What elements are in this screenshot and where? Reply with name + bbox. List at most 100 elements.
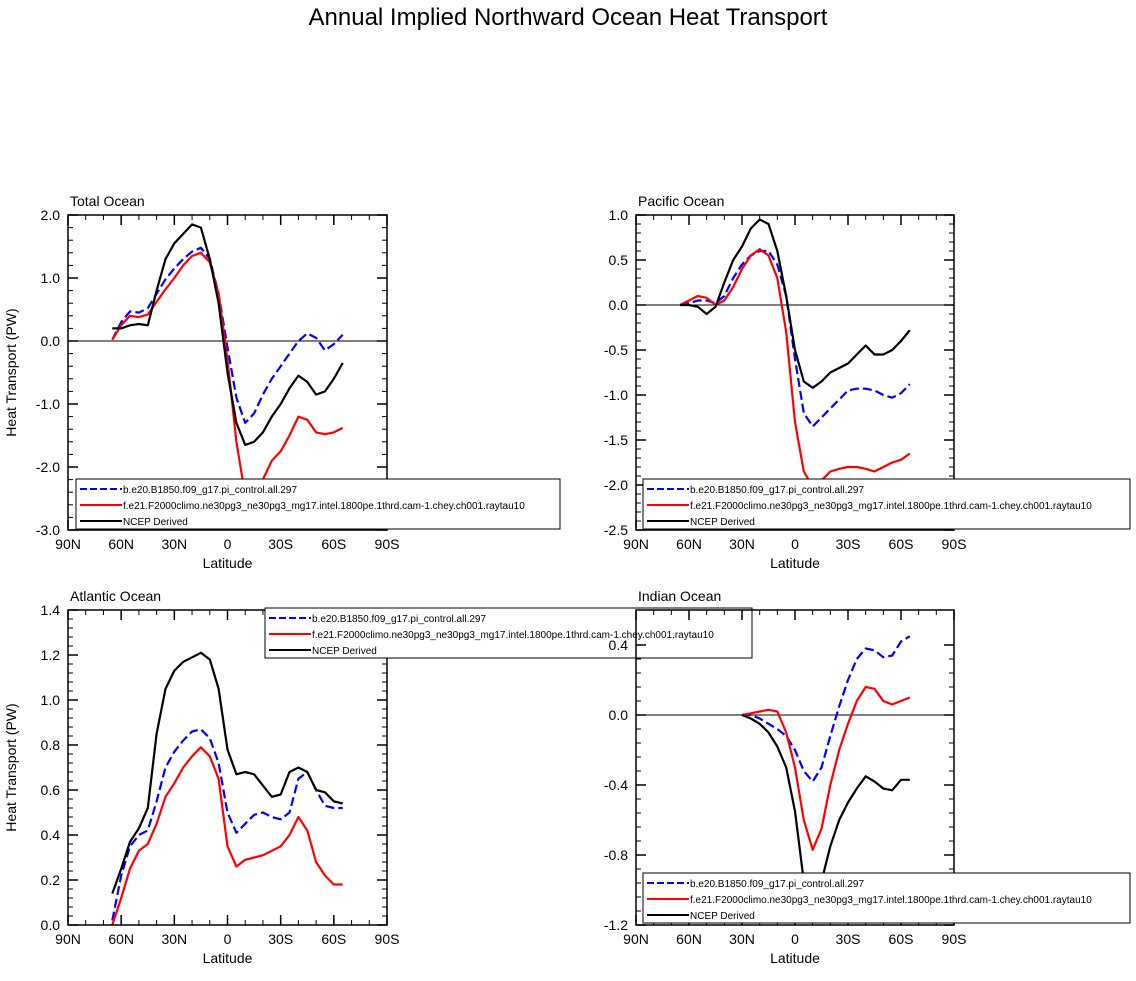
y-tick-label: -2.0 — [604, 477, 628, 493]
y-axis-label: Heat Transport (PW) — [3, 308, 19, 436]
legend-label: b.e20.B1850.f09_g17.pi_control.all.297 — [690, 485, 864, 496]
y-tick-label: -0.8 — [604, 847, 628, 863]
legend-label: f.e21.F2000climo.ne30pg3_ne30pg3_mg17.in… — [690, 501, 1092, 512]
y-tick-label: 0.0 — [41, 917, 61, 933]
y-tick-label: 0.4 — [41, 827, 61, 843]
series-line-1 — [742, 635, 911, 783]
y-tick-label: 1.2 — [41, 647, 61, 663]
legend-label: NCEP Derived — [690, 911, 755, 922]
series-line-1 — [679, 249, 911, 428]
plot-frame — [635, 609, 955, 926]
x-tick-label: 90S — [375, 931, 400, 947]
y-tick-label: -2.5 — [604, 522, 628, 538]
y-tick-label: 1.0 — [609, 207, 629, 223]
x-tick-label: 30S — [268, 536, 293, 552]
x-tick-label: 90N — [55, 536, 81, 552]
x-tick-label: 0 — [791, 536, 799, 552]
series-line-2 — [111, 746, 343, 926]
y-tick-label: -1.2 — [604, 917, 628, 933]
x-tick-label: 90N — [623, 931, 649, 947]
x-tick-label: 30N — [729, 536, 755, 552]
legend-label: f.e21.F2000climo.ne30pg3_ne30pg3_mg17.in… — [690, 895, 1092, 906]
legend: b.e20.B1850.f09_g17.pi_control.all.297 f.… — [75, 478, 561, 530]
series-line-3 — [111, 651, 343, 894]
y-axis-label: Heat Transport (PW) — [3, 703, 19, 831]
x-tick-label: 30N — [729, 931, 755, 947]
x-tick-label: 0 — [224, 931, 232, 947]
legend-label: b.e20.B1850.f09_g17.pi_control.all.297 — [690, 879, 864, 890]
x-tick-label: 30N — [161, 931, 187, 947]
chart-panel-1: Total Ocean 90N 60N 30N 0 30S 60S 90S -3.0 -2.0 -1… — [3, 193, 561, 571]
series-line-3 — [741, 713, 910, 900]
x-tick-label: 60N — [108, 536, 134, 552]
x-tick-label: 30S — [268, 931, 293, 947]
x-tick-label: 60S — [321, 931, 346, 947]
legend: b.e20.B1850.f09_g17.pi_control.all.297 f.… — [642, 872, 1131, 924]
x-tick-label: 90S — [942, 536, 967, 552]
legend-box — [264, 607, 753, 659]
chart-title: Atlantic Ocean — [70, 588, 161, 604]
x-tick-label: 0 — [791, 931, 799, 947]
chart-panel-4: Indian Ocean 90N 60N 30N 0 30S 60S 90S -1.2 -0.8 -… — [604, 588, 1131, 966]
x-tick-label: 90N — [623, 536, 649, 552]
x-tick-label: 60N — [108, 931, 134, 947]
x-tick-label: 90N — [55, 931, 81, 947]
x-tick-label: 60N — [676, 931, 702, 947]
legend-label: b.e20.B1850.f09_g17.pi_control.all.297 — [312, 614, 486, 625]
y-tick-label: 0.5 — [609, 252, 629, 268]
series-line-3 — [680, 218, 911, 389]
y-tick-label: -0.4 — [604, 777, 628, 793]
y-tick-label: -1.5 — [604, 432, 628, 448]
chart-panel-3: Atlantic Ocean 90N 60N 30N 0 30S 60S 90S 0.0 0.2 0… — [3, 588, 753, 966]
y-tick-label: -1.0 — [604, 387, 628, 403]
y-tick-label: 0.8 — [41, 737, 61, 753]
page-title: Annual Implied Northward Ocean Heat Tran… — [308, 4, 828, 31]
y-tick-label: -3.0 — [36, 522, 60, 538]
x-tick-label: 30S — [836, 931, 861, 947]
series-line-2 — [741, 685, 911, 851]
x-tick-label: 90S — [942, 931, 967, 947]
legend-box — [642, 478, 1131, 530]
x-tick-label: 0 — [224, 536, 232, 552]
plot-frame — [635, 214, 955, 531]
y-tick-label: -0.5 — [604, 342, 628, 358]
legend-box — [75, 478, 561, 530]
chart-title: Pacific Ocean — [638, 193, 724, 209]
y-tick-label: 2.0 — [41, 207, 61, 223]
y-tick-label: 1.4 — [41, 602, 61, 618]
series-line-1 — [111, 728, 343, 921]
legend-label: NCEP Derived — [690, 517, 755, 528]
y-tick-label: 0.0 — [41, 333, 61, 349]
legend-label: NCEP Derived — [312, 646, 377, 657]
series-line-2 — [679, 248, 911, 488]
plot-frame — [67, 214, 388, 531]
x-tick-label: 30N — [161, 536, 187, 552]
chart-title: Total Ocean — [70, 193, 145, 209]
x-axis-label: Latitude — [770, 555, 820, 571]
legend-label: b.e20.B1850.f09_g17.pi_control.all.297 — [123, 485, 297, 496]
legend-box — [642, 872, 1131, 924]
legend-label: f.e21.F2000climo.ne30pg3_ne30pg3_mg17.in… — [312, 630, 714, 641]
x-axis-label: Latitude — [203, 950, 253, 966]
x-tick-label: 60S — [321, 536, 346, 552]
series-line-1 — [111, 246, 344, 424]
y-tick-label: 0.0 — [609, 707, 629, 723]
x-tick-label: 90S — [375, 536, 400, 552]
legend-label: f.e21.F2000climo.ne30pg3_ne30pg3_mg17.in… — [123, 501, 525, 512]
x-tick-label: 30S — [836, 536, 861, 552]
y-tick-label: 0.4 — [609, 637, 629, 653]
y-tick-label: 0.0 — [609, 297, 629, 313]
chart-title: Indian Ocean — [638, 588, 721, 604]
y-tick-label: -2.0 — [36, 459, 60, 475]
x-axis-label: Latitude — [770, 950, 820, 966]
legend: b.e20.B1850.f09_g17.pi_control.all.297 f.… — [264, 607, 753, 659]
x-tick-label: 60N — [676, 536, 702, 552]
legend: b.e20.B1850.f09_g17.pi_control.all.297 f.… — [642, 478, 1131, 530]
y-tick-label: -1.0 — [36, 396, 60, 412]
y-tick-label: 1.0 — [41, 692, 61, 708]
y-tick-label: 0.6 — [41, 782, 61, 798]
x-axis-label: Latitude — [203, 555, 253, 571]
plot-frame — [67, 609, 388, 926]
